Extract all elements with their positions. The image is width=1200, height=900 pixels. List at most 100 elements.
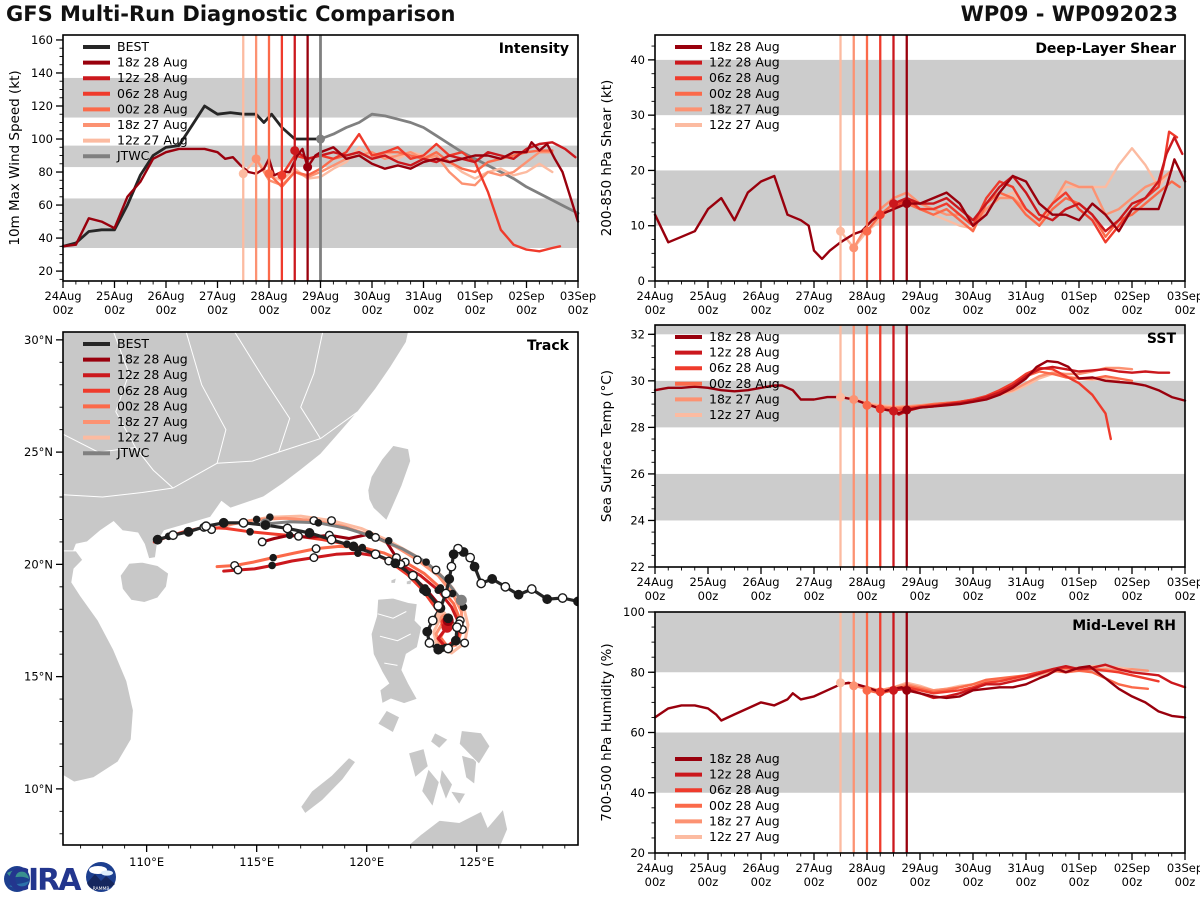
x-tick-label: 25Aug <box>96 289 133 303</box>
lon-tick-label: 115°E <box>239 855 274 869</box>
legend-label: 12z 28 Aug <box>709 345 780 360</box>
x-tick-label: 01Sep <box>1061 289 1097 303</box>
forecast-fix-dot-filled <box>252 515 261 524</box>
x-tick-hour-label: 00z <box>751 589 772 603</box>
shear-panel: 01020304024Aug00z25Aug00z26Aug00z27Aug00… <box>599 34 1200 317</box>
x-tick-hour-label: 00z <box>804 303 825 317</box>
init-marker-18z 28 Aug <box>902 199 912 209</box>
track-corner-label: Track <box>527 338 570 354</box>
x-tick-label: 30Aug <box>954 575 991 589</box>
x-tick-hour-label: 00z <box>857 589 878 603</box>
forecast-fix-dot-filled <box>314 519 323 527</box>
best-fix-dot <box>152 534 163 545</box>
landmass <box>300 756 357 815</box>
x-tick-hour-label: 00z <box>910 589 931 603</box>
x-tick-label: 30Aug <box>954 289 991 303</box>
x-tick-label: 29Aug <box>901 861 938 875</box>
y-tick-label: 120 <box>31 99 53 113</box>
x-tick-label: 02Sep <box>508 289 544 303</box>
legend-label: JTWC <box>116 148 150 163</box>
legend-label: BEST <box>117 336 149 351</box>
best-fix-dot <box>201 521 211 532</box>
init-marker-18z 28 Aug <box>902 405 912 415</box>
y-tick-label: 10 <box>630 219 645 233</box>
x-tick-label: 31Aug <box>1007 575 1044 589</box>
x-tick-hour-label: 00z <box>156 303 177 317</box>
landmass <box>449 790 467 806</box>
x-tick-hour-label: 00z <box>804 875 825 889</box>
lat-tick-label: 25°N <box>24 445 53 459</box>
best-fix-dot <box>218 517 229 528</box>
y-tick-label: 100 <box>31 132 53 146</box>
intensity-series-06z 28 Aug <box>280 132 562 253</box>
forecast-fix-dot-filled <box>268 561 276 570</box>
init-marker-06z 28 Aug <box>875 210 885 220</box>
best-fix-dot <box>260 520 271 530</box>
x-tick-hour-label: 00z <box>963 875 984 889</box>
best-fix-dot <box>326 534 337 545</box>
y-tick-label: 40 <box>38 231 53 245</box>
x-tick-hour-label: 00z <box>1175 589 1196 603</box>
y-tick-label: 28 <box>630 420 645 434</box>
best-fix-dot <box>282 523 293 534</box>
best-fix-dot <box>476 578 487 589</box>
landmass <box>407 808 509 845</box>
category-band <box>655 59 1185 116</box>
x-tick-label: 28Aug <box>250 289 287 303</box>
forecast-fix-dot-open <box>257 537 267 547</box>
admin-border <box>384 662 398 666</box>
init-marker-18z 27 Aug <box>251 154 261 164</box>
lon-tick-label: 120°E <box>349 855 384 869</box>
rh-panel: 2040608010024Aug00z25Aug00z26Aug00z27Aug… <box>599 605 1200 889</box>
legend-label: 00z 28 Aug <box>117 398 188 413</box>
admin-border <box>379 633 411 642</box>
x-tick-hour-label: 00z <box>1122 303 1143 317</box>
forecast-fix-dot-filled <box>384 536 393 545</box>
forecast-fix-dot-open <box>233 565 243 575</box>
x-tick-hour-label: 00z <box>1069 303 1090 317</box>
landmass <box>458 729 491 766</box>
forecast-fix-dot-open <box>293 531 303 541</box>
admin-border <box>234 332 291 453</box>
y-tick-label: 80 <box>38 165 53 179</box>
landmass <box>119 561 170 604</box>
forecast-fix-dot-filled <box>354 549 362 557</box>
x-tick-hour-label: 00z <box>1016 303 1037 317</box>
admin-border <box>185 332 227 464</box>
best-fix-dot <box>469 561 480 572</box>
admin-border <box>113 332 174 489</box>
legend-label: 18z 27 Aug <box>709 391 780 406</box>
track-init-dot-JTWC <box>455 594 467 606</box>
legend-label: 18z 27 Aug <box>709 101 780 116</box>
lon-tick-label: 110°E <box>129 855 164 869</box>
best-fix-dot <box>448 549 459 560</box>
x-tick-hour-label: 00z <box>804 589 825 603</box>
y-tick-label: 100 <box>623 605 645 619</box>
forecast-fix-dot-open <box>412 555 422 565</box>
x-tick-label: 02Sep <box>1114 861 1150 875</box>
best-fix-dot <box>304 528 315 538</box>
y-tick-label: 26 <box>630 467 645 481</box>
forecast-fix-dot-filled <box>269 553 277 562</box>
x-tick-hour-label: 00z <box>910 875 931 889</box>
x-tick-hour-label: 00z <box>963 303 984 317</box>
init-marker-12z 27 Aug <box>238 169 248 179</box>
x-tick-label: 25Aug <box>689 289 726 303</box>
x-tick-hour-label: 00z <box>1122 875 1143 889</box>
admin-border <box>63 411 359 498</box>
x-tick-label: 30Aug <box>353 289 390 303</box>
cira-globe-icon <box>4 866 30 892</box>
legend-label: 06z 28 Aug <box>709 782 780 797</box>
y-tick-label: 22 <box>630 560 645 574</box>
x-tick-hour-label: 00z <box>698 303 719 317</box>
x-tick-hour-label: 00z <box>1069 589 1090 603</box>
init-marker-12z 28 Aug <box>889 406 898 416</box>
x-tick-label: 29Aug <box>901 289 938 303</box>
legend-label: JTWC <box>116 445 150 460</box>
init-marker-12z 27 Aug <box>836 392 845 402</box>
legend-label: 00z 28 Aug <box>117 101 188 116</box>
sst-ylabel: Sea Surface Temp (°C) <box>599 370 615 522</box>
